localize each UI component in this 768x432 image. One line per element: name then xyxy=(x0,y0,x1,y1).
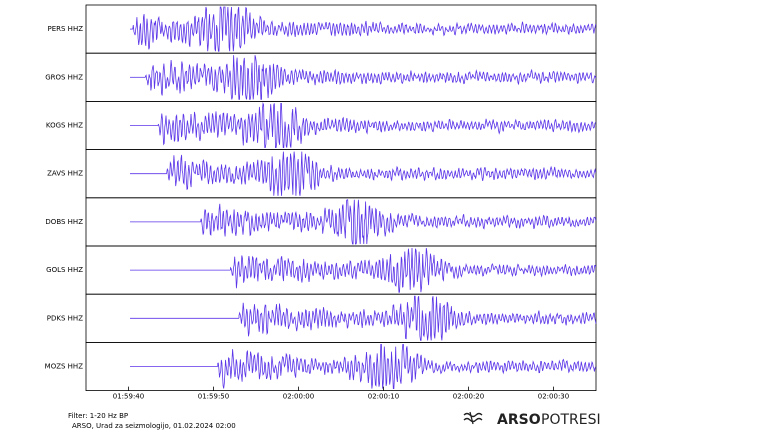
station-label: GOLS HHZ xyxy=(46,266,83,274)
x-tick-label: 01:59:50 xyxy=(198,393,229,401)
credit-note: ARSO, Urad za seizmologijo, 01.02.2024 0… xyxy=(72,422,236,430)
waveform xyxy=(238,295,597,341)
x-tick-label: 02:00:10 xyxy=(368,393,399,401)
station-label: KOGS HHZ xyxy=(46,122,83,130)
station-label: PDKS HHZ xyxy=(47,314,83,322)
logo-brand: ARSO xyxy=(497,412,541,428)
logo-product: POTRESI xyxy=(541,412,601,428)
waveform xyxy=(132,6,597,52)
station-label: ZAVS HHZ xyxy=(47,170,83,178)
waveform xyxy=(157,101,596,148)
station-label: MOZS HHZ xyxy=(45,363,84,371)
x-tick-label: 02:00:20 xyxy=(453,393,484,401)
waveform xyxy=(200,199,597,245)
waveform xyxy=(166,151,597,196)
x-tick-label: 02:00:00 xyxy=(283,393,314,401)
x-tick-label: 01:59:40 xyxy=(113,393,144,401)
waveform xyxy=(230,247,597,293)
filter-note: Filter: 1-20 Hz BP xyxy=(68,412,128,420)
waveform xyxy=(145,55,597,100)
logo-icon xyxy=(463,411,483,425)
station-label: GROS HHZ xyxy=(45,73,83,81)
station-label: PERS HHZ xyxy=(48,25,84,33)
waveform xyxy=(217,344,596,389)
trace-panel xyxy=(85,341,597,391)
station-label: DOBS HHZ xyxy=(45,218,83,226)
x-tick-label: 02:00:30 xyxy=(538,393,569,401)
